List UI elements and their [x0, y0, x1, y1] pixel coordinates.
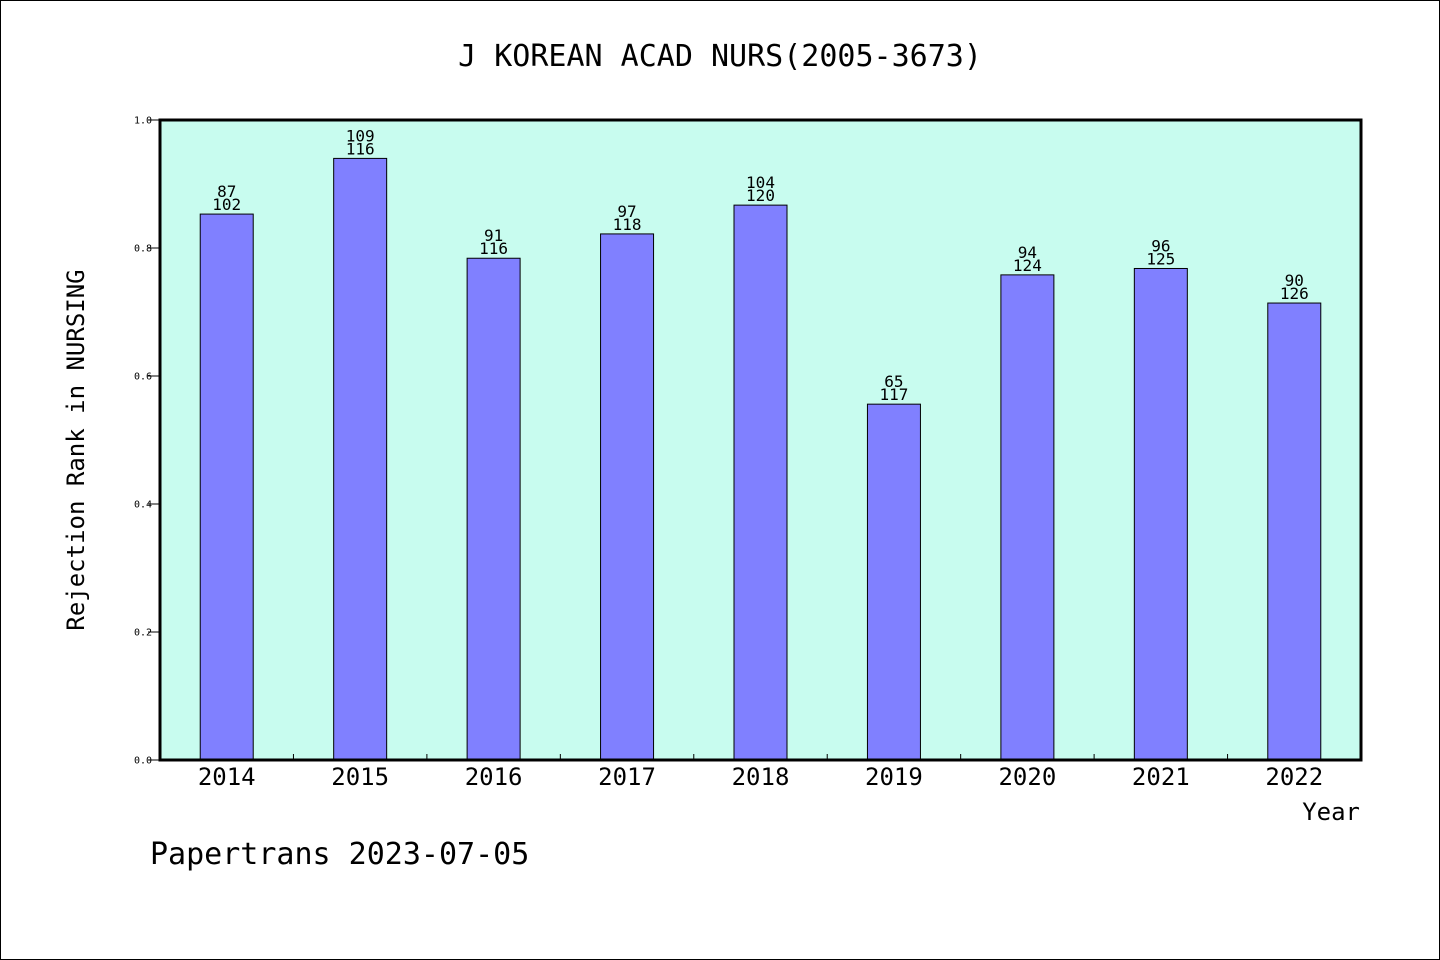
axis-ticks	[148, 119, 1229, 761]
y-tick-label: 1.0	[134, 116, 152, 127]
bar-label-top: 94	[1018, 243, 1037, 262]
x-axis-label: Year	[1302, 798, 1360, 826]
x-tick-label: 2022	[1265, 763, 1323, 791]
bar-label-bottom: 126	[1280, 284, 1309, 303]
x-tick-label: 2014	[198, 763, 256, 791]
bar-2020	[1000, 274, 1055, 761]
bar-label-top: 87	[217, 182, 236, 201]
bar-2022	[1267, 302, 1322, 761]
x-tick-label: 2019	[865, 763, 923, 791]
bar-2014	[199, 213, 254, 761]
chart-title: J KOREAN ACAD NURS(2005-3673)	[458, 39, 982, 74]
bar-2018	[733, 204, 788, 761]
bar-2017	[600, 233, 655, 761]
bar-label-bottom: 117	[879, 385, 908, 404]
bar-label-top: 65	[884, 372, 903, 391]
y-tick-label: 0.2	[134, 628, 152, 639]
bar-2015	[333, 157, 388, 761]
y-tick-label: 0.6	[134, 372, 152, 383]
bar-2019	[866, 403, 921, 761]
x-tick-label: 2016	[465, 763, 523, 791]
bar-2016	[466, 257, 521, 761]
bar-label-top: 109	[346, 126, 375, 145]
labels: 0.00.20.40.60.81.08710220141091162015911…	[134, 116, 1323, 792]
plot-border	[158, 118, 1363, 762]
bar-label-top: 90	[1285, 271, 1304, 290]
bar-label-top: 97	[617, 202, 636, 221]
x-tick-label: 2015	[331, 763, 389, 791]
bar-label-top: 91	[484, 226, 503, 245]
bar-label-top: 104	[746, 173, 775, 192]
x-tick-label: 2021	[1132, 763, 1190, 791]
bar-label-bottom: 118	[613, 215, 642, 234]
y-axis-label: Rejection Rank in NURSING	[62, 269, 90, 630]
footer-credit: Papertrans 2023-07-05	[150, 837, 529, 872]
y-tick-label: 0.4	[134, 500, 152, 511]
x-tick-label: 2018	[732, 763, 790, 791]
bar-label-bottom: 124	[1013, 256, 1042, 275]
bar-label-top: 96	[1151, 236, 1170, 255]
bar-label-bottom: 116	[346, 139, 375, 158]
x-tick-label: 2017	[598, 763, 656, 791]
y-tick-label: 0.0	[134, 756, 152, 767]
bars	[199, 157, 1322, 761]
bar-label-bottom: 125	[1146, 249, 1175, 268]
y-tick-label: 0.8	[134, 244, 152, 255]
bar-label-bottom: 116	[479, 239, 508, 258]
bar-2021	[1133, 267, 1188, 761]
bar-label-bottom: 102	[212, 195, 241, 214]
bar-label-bottom: 120	[746, 186, 775, 205]
x-tick-label: 2020	[998, 763, 1056, 791]
